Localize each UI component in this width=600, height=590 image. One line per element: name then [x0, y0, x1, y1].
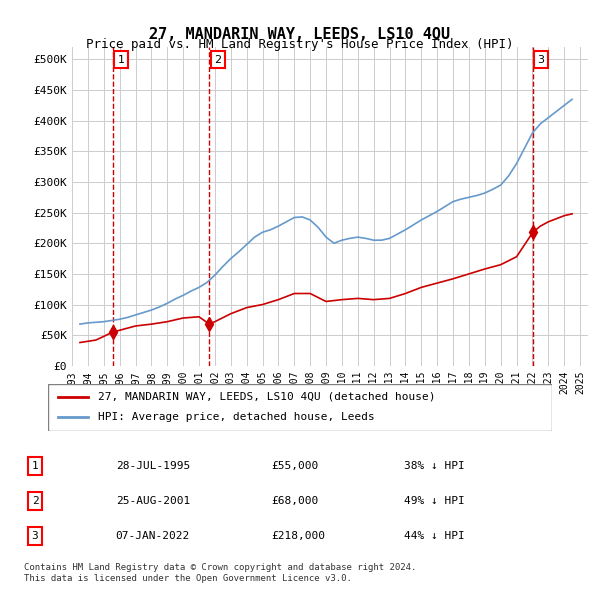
Text: Price paid vs. HM Land Registry's House Price Index (HPI): Price paid vs. HM Land Registry's House … — [86, 38, 514, 51]
Text: Contains HM Land Registry data © Crown copyright and database right 2024.
This d: Contains HM Land Registry data © Crown c… — [24, 563, 416, 583]
Text: £55,000: £55,000 — [271, 461, 319, 471]
Text: £218,000: £218,000 — [271, 531, 325, 541]
Text: 1: 1 — [118, 54, 125, 64]
Bar — [72, 47, 588, 366]
Text: 38% ↓ HPI: 38% ↓ HPI — [404, 461, 464, 471]
Text: 25-AUG-2001: 25-AUG-2001 — [116, 496, 190, 506]
Bar — [72, 47, 588, 366]
Text: 3: 3 — [538, 54, 545, 64]
Text: 1: 1 — [32, 461, 38, 471]
Text: 44% ↓ HPI: 44% ↓ HPI — [404, 531, 464, 541]
Text: 2: 2 — [214, 54, 221, 64]
Text: 2: 2 — [32, 496, 38, 506]
FancyBboxPatch shape — [48, 384, 552, 431]
Text: £68,000: £68,000 — [271, 496, 319, 506]
Text: 3: 3 — [32, 531, 38, 541]
Text: 27, MANDARIN WAY, LEEDS, LS10 4QU: 27, MANDARIN WAY, LEEDS, LS10 4QU — [149, 27, 451, 41]
Text: 49% ↓ HPI: 49% ↓ HPI — [404, 496, 464, 506]
Text: 27, MANDARIN WAY, LEEDS, LS10 4QU (detached house): 27, MANDARIN WAY, LEEDS, LS10 4QU (detac… — [98, 392, 436, 402]
Text: 07-JAN-2022: 07-JAN-2022 — [116, 531, 190, 541]
Text: HPI: Average price, detached house, Leeds: HPI: Average price, detached house, Leed… — [98, 412, 375, 422]
Text: 28-JUL-1995: 28-JUL-1995 — [116, 461, 190, 471]
